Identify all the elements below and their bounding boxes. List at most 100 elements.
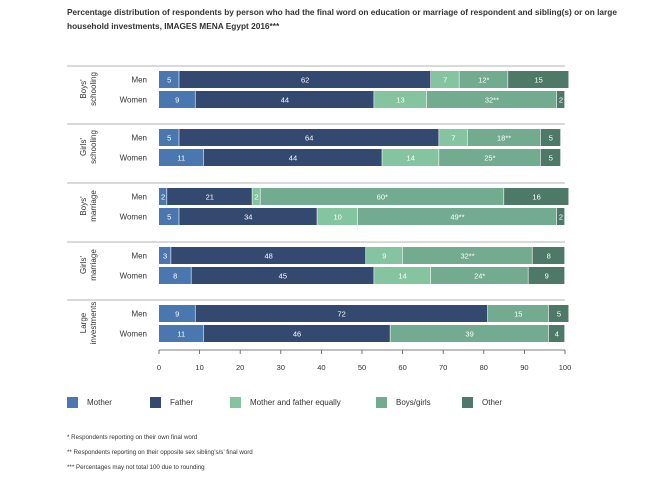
bar-segment	[159, 305, 195, 322]
data-label: 2	[254, 193, 258, 202]
data-label: 39	[465, 330, 473, 339]
group-label-line: marriage	[89, 190, 98, 222]
bar-segment	[252, 188, 260, 205]
bar-segment	[540, 129, 561, 146]
data-label: 64	[305, 134, 313, 143]
footnotes: * Respondents reporting on their own fin…	[67, 433, 253, 478]
data-label: 5	[167, 134, 171, 143]
x-tick-label: 30	[277, 363, 285, 372]
data-label: 2	[559, 213, 563, 222]
row-label: Men	[131, 134, 147, 143]
bar-segment	[203, 325, 390, 342]
data-label: 49**	[450, 213, 464, 222]
x-tick-label: 90	[520, 363, 528, 372]
data-label: 5	[167, 213, 171, 222]
x-tick-label: 50	[358, 363, 366, 372]
bar-segment	[191, 267, 374, 284]
bar-segment	[159, 129, 179, 146]
data-label: 32**	[485, 96, 499, 105]
data-label: 9	[175, 310, 179, 319]
group-label-line: Girls'	[79, 138, 88, 156]
data-label: 44	[281, 96, 289, 105]
group-label: Boys'schooling	[79, 72, 98, 106]
row-label: Women	[120, 272, 147, 281]
data-label: 44	[289, 154, 297, 163]
group-label: Girls'marriage	[79, 249, 98, 281]
bar-segment	[431, 71, 459, 88]
row-label: Women	[120, 213, 147, 222]
data-label: 11	[177, 154, 185, 163]
group-label: Largeinvestments	[79, 302, 98, 345]
data-label: 18**	[497, 134, 511, 143]
bar-segment	[459, 71, 508, 88]
row-label: Women	[120, 96, 147, 105]
data-label: 2	[559, 96, 563, 105]
bar-segment	[159, 247, 171, 264]
bar-segment	[260, 188, 504, 205]
row-label: Men	[131, 193, 147, 202]
bar-segment	[439, 149, 541, 166]
data-label: 34	[244, 213, 252, 222]
legend-label: Father	[170, 398, 194, 407]
bar-segment	[159, 325, 204, 342]
group-label-line: Boys'	[79, 79, 88, 99]
data-label: 24*	[474, 272, 485, 281]
data-label: 13	[396, 96, 404, 105]
data-label: 2	[161, 193, 165, 202]
x-tick-label: 100	[559, 363, 572, 372]
group-label-line: Boys'	[79, 196, 88, 216]
row-label: Men	[131, 310, 147, 319]
data-label: 16	[532, 193, 540, 202]
bar-segment	[487, 305, 549, 322]
row-label: Men	[131, 252, 147, 261]
bar-segment	[159, 149, 204, 166]
group-label-line: marriage	[89, 249, 98, 281]
data-label: 25*	[484, 154, 495, 163]
data-label: 8	[173, 272, 177, 281]
group-label-line: schooling	[89, 130, 98, 164]
bar-segment	[556, 91, 565, 108]
data-label: 11	[177, 330, 185, 339]
group-label-line: Large	[79, 312, 88, 333]
bar-segment	[508, 71, 569, 88]
bar-segment	[357, 208, 557, 225]
row-label: Men	[131, 76, 147, 85]
data-label: 7	[451, 134, 455, 143]
bar-segment	[548, 325, 565, 342]
data-label: 14	[398, 272, 406, 281]
legend-label: Mother and father equally	[250, 398, 341, 407]
footnote-rounding: *** Percentages may not total 100 due to…	[67, 464, 205, 471]
data-label: 8	[547, 252, 551, 261]
bar-segment	[540, 149, 561, 166]
data-label: 60*	[377, 193, 388, 202]
bar-segment	[374, 91, 427, 108]
bar-segment	[159, 188, 167, 205]
bar-segment	[171, 247, 366, 264]
group-label: Girls'schooling	[79, 130, 98, 164]
bar-segment	[203, 149, 382, 166]
legend-swatch	[462, 397, 473, 408]
x-tick-label: 60	[398, 363, 406, 372]
data-label: 62	[301, 76, 309, 85]
legend-label: Other	[482, 398, 503, 407]
legend-swatch	[230, 397, 241, 408]
x-tick-label: 70	[439, 363, 447, 372]
bar-segment	[382, 149, 439, 166]
data-label: 32**	[460, 252, 474, 261]
data-label: 9	[175, 96, 179, 105]
data-label: 72	[338, 310, 346, 319]
data-label: 5	[167, 76, 171, 85]
bar-segment	[366, 247, 402, 264]
x-tick-label: 40	[317, 363, 325, 372]
row-label: Women	[120, 330, 147, 339]
legend-swatch	[376, 397, 387, 408]
data-label: 9	[545, 272, 549, 281]
chart-title: Percentage distribution of respondents b…	[67, 7, 617, 31]
data-label: 21	[206, 193, 214, 202]
bar-segment	[528, 267, 565, 284]
group-label-line: schooling	[89, 72, 98, 106]
x-tick-label: 20	[236, 363, 244, 372]
bar-segment	[159, 91, 195, 108]
data-label: 48	[264, 252, 272, 261]
